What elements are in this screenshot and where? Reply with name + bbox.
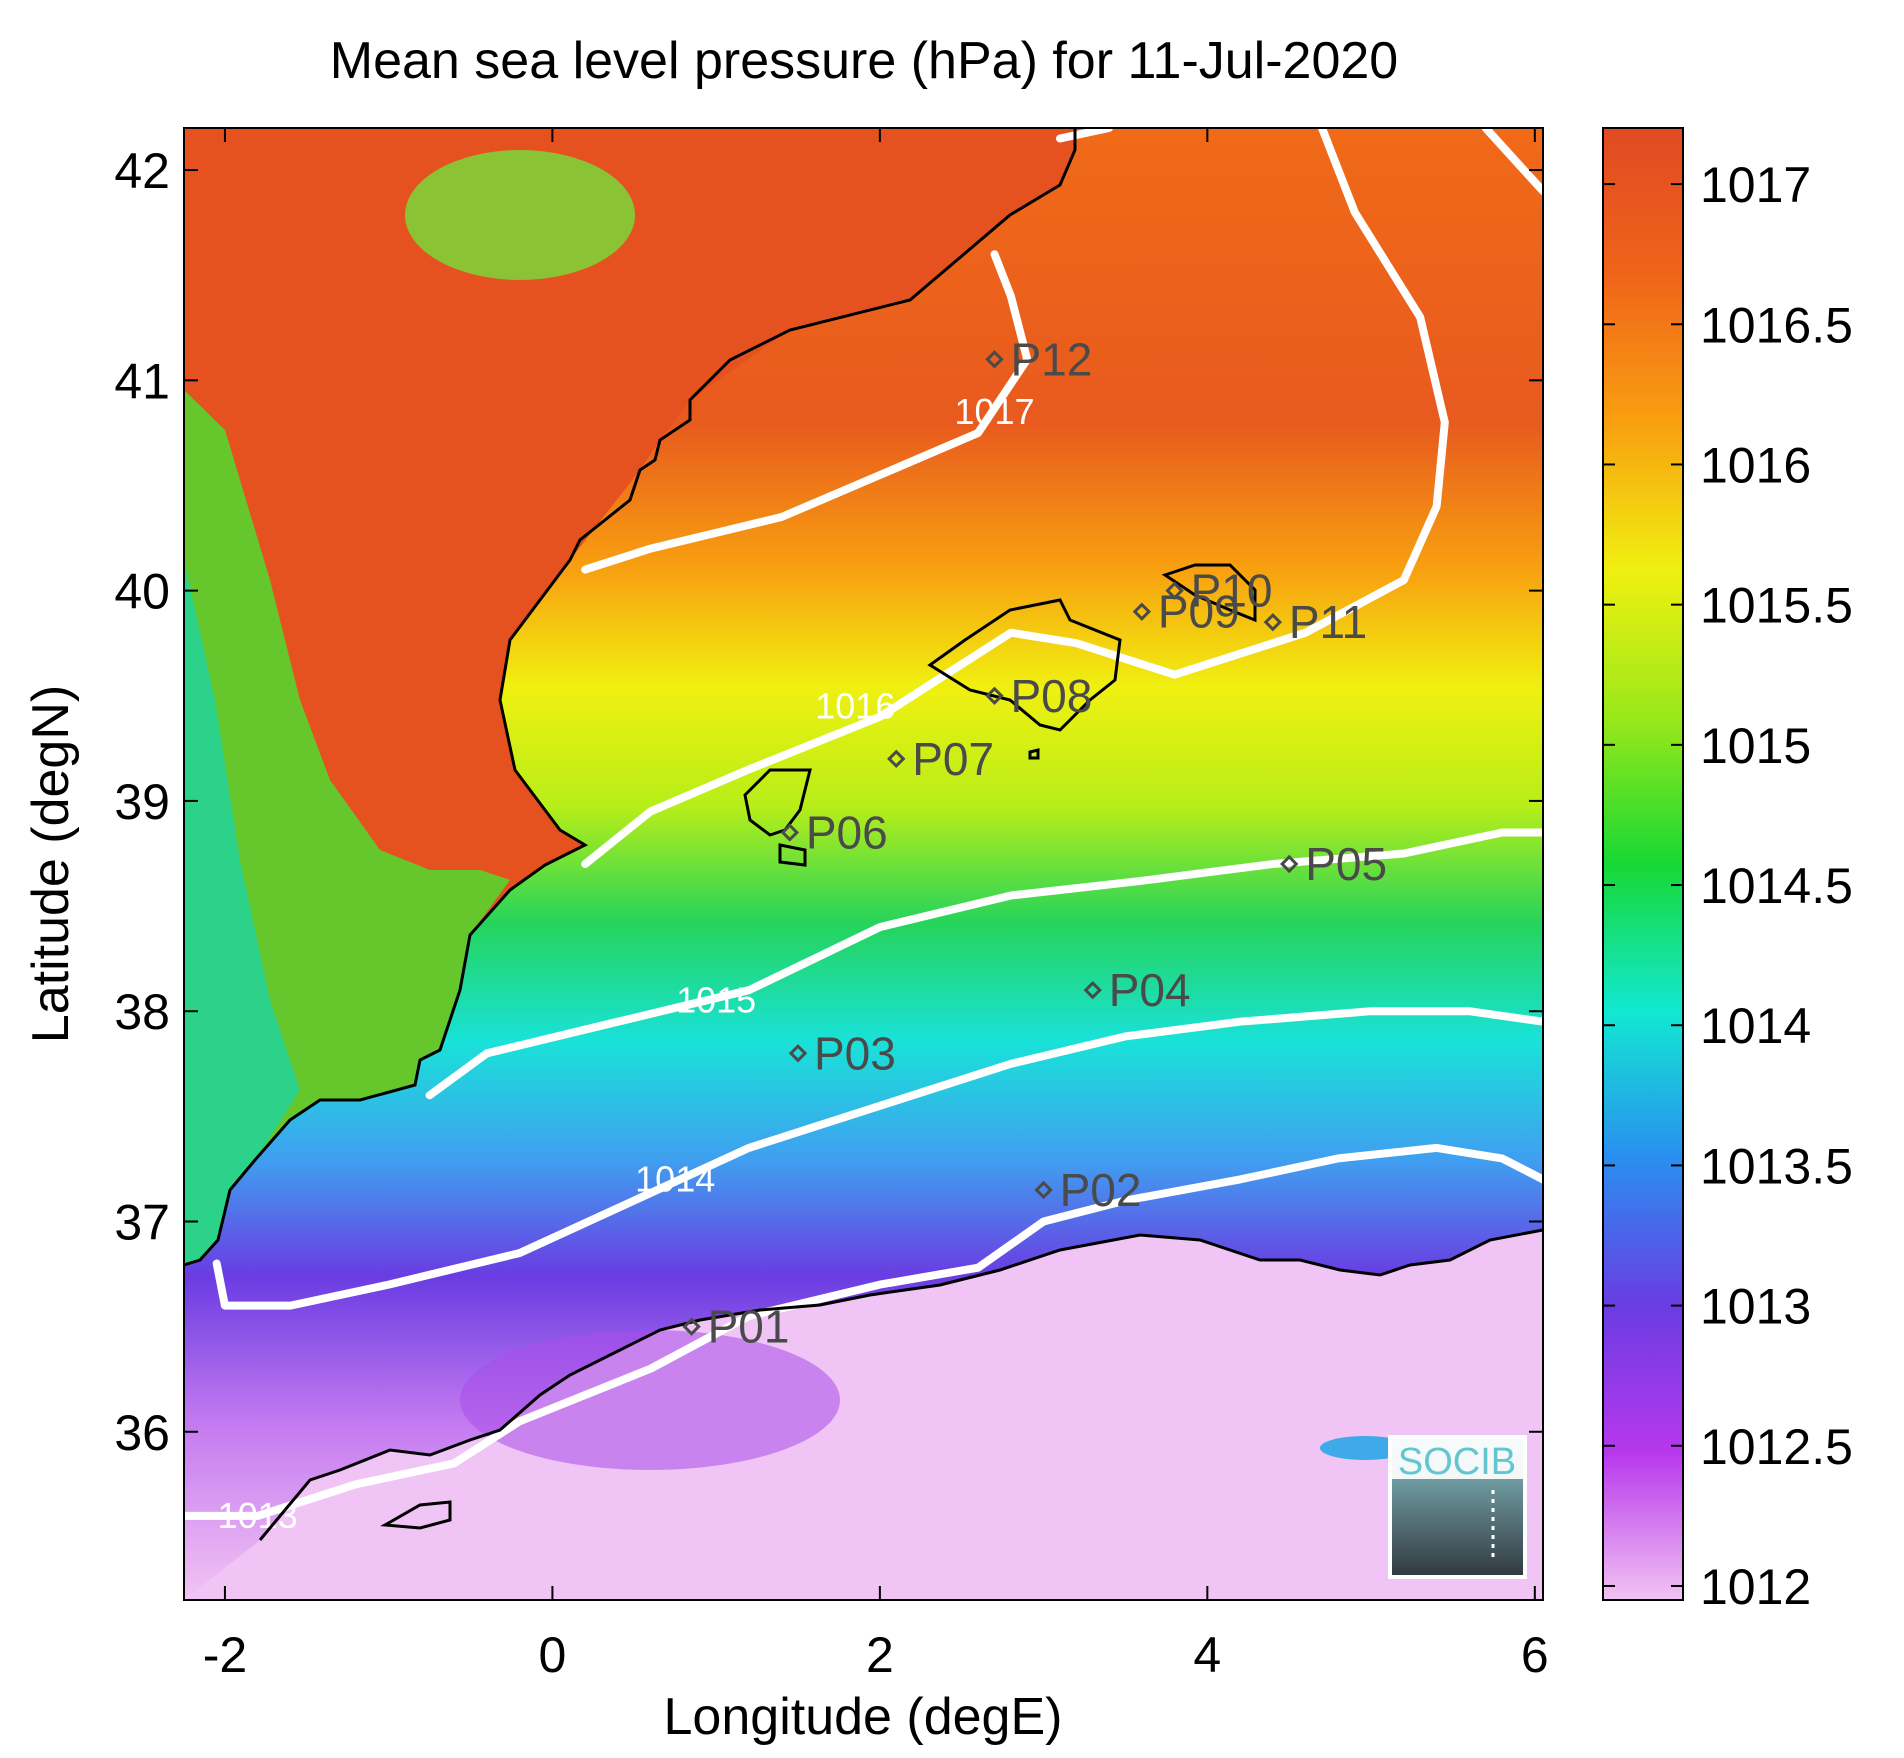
isobar-label: 1017: [954, 391, 1034, 432]
y-tick-label: 40: [114, 564, 170, 620]
colorbar-tick-label: 1016: [1700, 437, 1811, 493]
station-marker: [780, 823, 800, 842]
station-marker: [985, 350, 1004, 369]
colorbar-tick-label: 1013.5: [1700, 1138, 1853, 1194]
x-axis-label: Longitude (degE): [664, 1688, 1063, 1746]
plot-frame: [183, 127, 1544, 1601]
isobar-contours: 1013 1014 1015 1016 1017: [184, 128, 1543, 1536]
isobar-label: 1015: [676, 980, 756, 1021]
station-label: P11: [1289, 596, 1367, 648]
station-marker: [1263, 612, 1283, 632]
y-tick-label: 36: [114, 1405, 170, 1461]
colorbar-tick-label: 1017: [1700, 157, 1811, 213]
y-axis-label: Latitude (degN): [22, 685, 80, 1043]
africa-blue-patch: [1320, 1436, 1410, 1460]
pyrenees-green-patch: [405, 150, 635, 280]
chart-title: Mean sea level pressure (hPa) for 11-Jul…: [330, 32, 1398, 90]
colorbar-tick-label: 1016.5: [1700, 297, 1853, 353]
isobar-1014: [212, 1007, 1543, 1310]
socib-logo: SOCIB: [1388, 1435, 1527, 1579]
colorbar-tick-label: 1012.5: [1700, 1419, 1853, 1475]
station-marker: [1083, 980, 1102, 1000]
africa-coastline: [258, 1228, 1543, 1541]
isobar-1017: [1056, 128, 1114, 143]
y-axis: 36 37 38 39 40 41 42: [114, 143, 1543, 1461]
colorbar: [1602, 127, 1684, 1601]
y-tick-label: 37: [114, 1194, 170, 1250]
isobar-label: 1016: [815, 685, 895, 726]
isobar-label: 1014: [635, 1158, 715, 1199]
x-tick-label: -2: [203, 1627, 247, 1683]
colorbar-tick-label: 1014: [1700, 998, 1811, 1054]
station-label: P10: [1191, 565, 1273, 617]
station-label: P08: [1010, 670, 1092, 722]
x-tick-label: 0: [538, 1627, 566, 1683]
formentera-coastline: [778, 843, 807, 867]
isobar-1016: [581, 128, 1449, 868]
colorbar-tick-label: 1012: [1700, 1559, 1811, 1615]
y-tick-label: 39: [114, 774, 170, 830]
station-marker: [788, 1044, 808, 1063]
x-tick-label: 4: [1193, 1627, 1221, 1683]
station-marker: [682, 1317, 701, 1336]
station-marker: [1280, 854, 1299, 874]
colorbar-tick-label: 1014.5: [1700, 858, 1853, 914]
y-tick-label: 41: [114, 353, 170, 409]
x-tick-label: 2: [866, 1627, 894, 1683]
y-tick-label: 38: [114, 984, 170, 1040]
station-label: P04: [1109, 964, 1191, 1016]
iberia-coastline: [184, 128, 1077, 1267]
station-marker: [887, 749, 906, 769]
alboran-island-coastline: [380, 1500, 452, 1530]
colorbar-tick-label: 1015.5: [1700, 578, 1853, 634]
isobar-1016: [1481, 128, 1543, 196]
colorbar-ticks: 1012 1012.5 1013 1013.5 1014 1014.5 1015 1015.5…: [1603, 157, 1853, 1615]
station-marker: [1034, 1180, 1053, 1200]
africa-purple-band: [460, 1330, 840, 1470]
africa-land-field: [184, 1230, 1543, 1600]
plot-area: 1013 1014 1015 1016 1017 P01 P02 P03 P04 P05 P06 P…: [184, 128, 1543, 1600]
station-marker: [985, 686, 1004, 705]
mallorca-coastline: [927, 598, 1122, 732]
cabrera-coastline: [1028, 748, 1040, 760]
station-label: P02: [1060, 1164, 1142, 1216]
colorbar-tick-label: 1015: [1700, 718, 1811, 774]
station-marker: [1165, 581, 1184, 600]
station-label: P06: [806, 806, 888, 858]
station-label: P07: [912, 733, 994, 785]
x-axis: -2 0 2 4 6: [203, 128, 1549, 1683]
socib-logo-text: SOCIB: [1398, 1441, 1516, 1483]
isobar-1013: [184, 1143, 1543, 1520]
y-tick-label: 42: [114, 143, 170, 199]
station-label: P03: [814, 1027, 896, 1079]
station-label: P05: [1305, 838, 1387, 890]
station-label: P01: [708, 1301, 790, 1353]
coastlines: [184, 128, 1543, 1541]
isobar-1015: [425, 828, 1543, 1100]
menorca-coastline: [1161, 563, 1257, 623]
x-tick-label: 6: [1521, 1627, 1549, 1683]
isobar-1017: [581, 250, 1032, 574]
iberia-cyan-fringe: [184, 560, 300, 1265]
station-label: P12: [1010, 333, 1092, 385]
ibiza-coastline: [743, 768, 812, 837]
isobar-label: 1013: [218, 1495, 298, 1536]
colorbar-tick-label: 1013: [1700, 1279, 1811, 1335]
station-marker: [1132, 602, 1152, 621]
